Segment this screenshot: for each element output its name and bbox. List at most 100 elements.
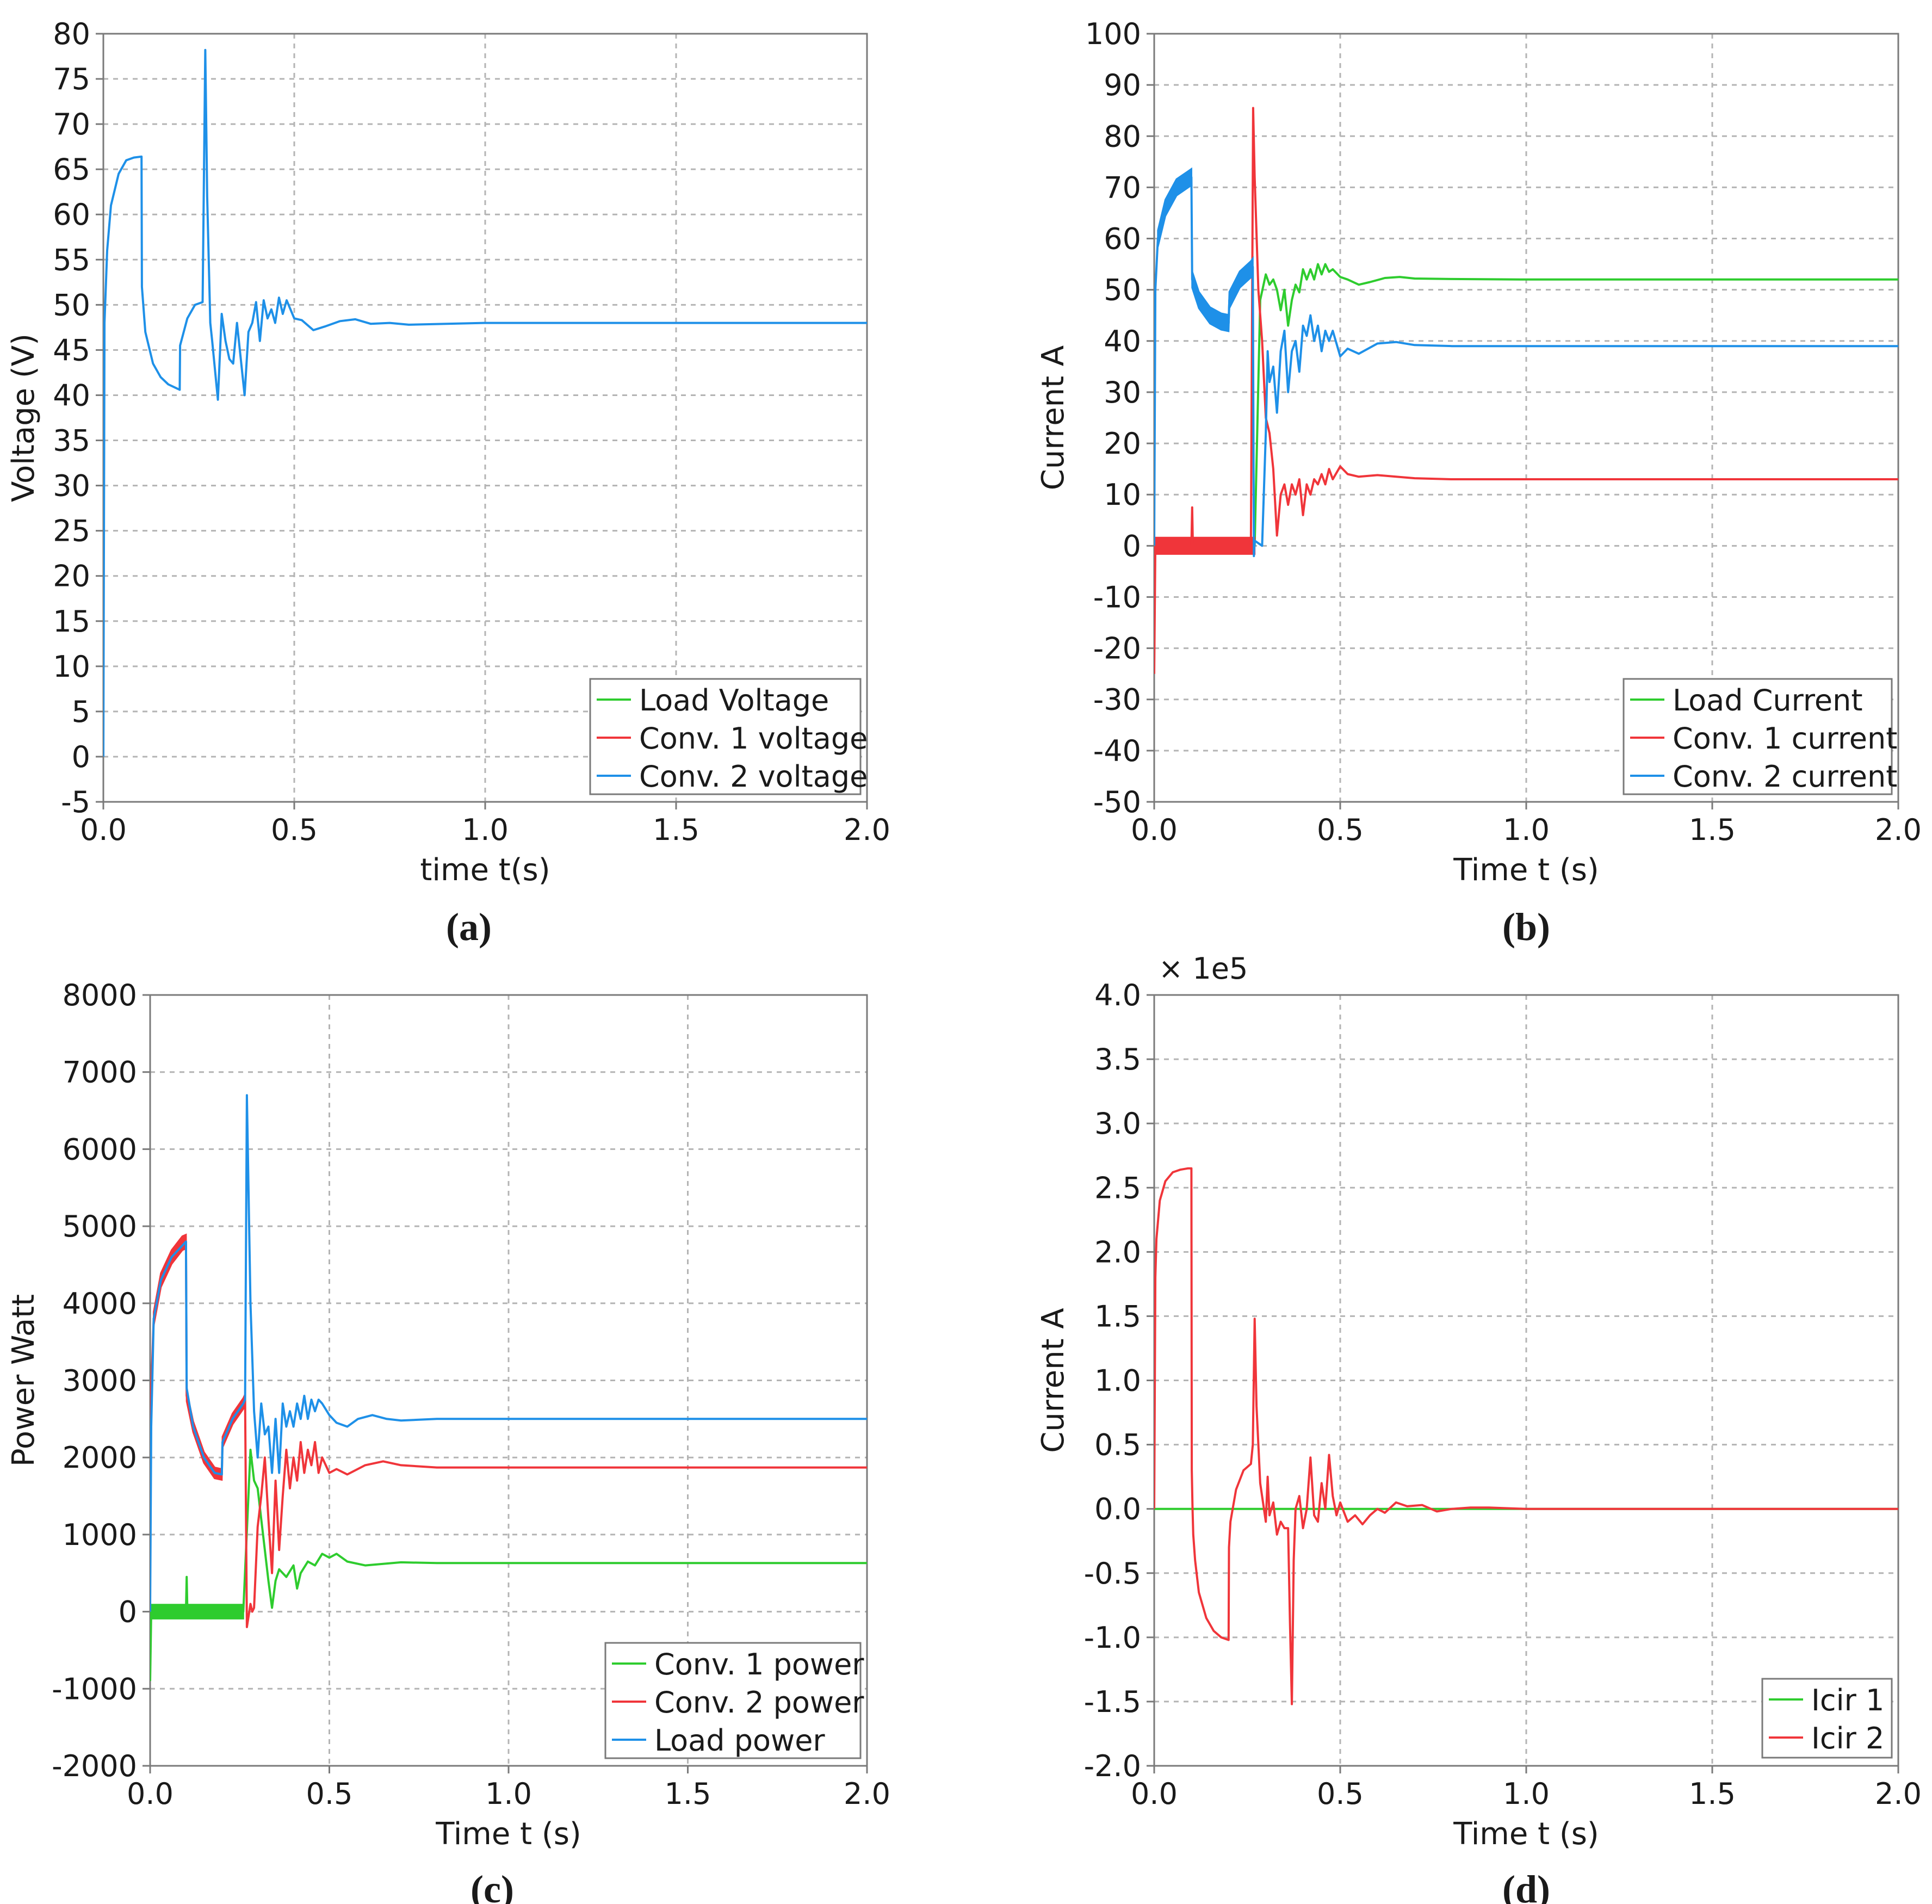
y-axis-label: Current A: [1036, 1308, 1071, 1452]
y-tick-label: -10: [1093, 580, 1141, 614]
y-tick-label: 20: [1104, 426, 1141, 461]
x-tick-label: 1.0: [1503, 1777, 1550, 1811]
y-tick-label: 55: [53, 243, 90, 277]
series-group: [1154, 107, 1898, 674]
y-tick-label: 30: [1104, 375, 1141, 410]
x-tick-label: 1.5: [665, 1777, 711, 1811]
x-tick-label: 1.5: [1689, 813, 1736, 847]
x-tick-label: 2.0: [844, 813, 890, 847]
x-axis-label: Time t (s): [1453, 852, 1599, 888]
axis-ticks: 0.0 0.5 1.0 1.5 2.0 -5 0 5 10 15 20 25 30 35 40 45 50 55 6…: [53, 17, 890, 847]
chart-panel-2: 0.0 0.5 1.0 1.5 2.0 -50 -40 -30 -20 -10 0 10 20 30 40 5…: [1036, 17, 1922, 949]
x-axis-label: Time t (s): [435, 1816, 581, 1852]
y-tick-label: -1.0: [1084, 1621, 1141, 1655]
series-group: [150, 1094, 867, 1682]
y-axis-label: Power Watt: [6, 1294, 41, 1467]
series-conv-2-power-ripple-band: [185, 1236, 246, 1481]
panel-letter: (a): [446, 905, 492, 949]
series-conv-1-current: [1154, 107, 1898, 674]
series-group: [1154, 1167, 1898, 1705]
y-axis-multiplier: × 1e5: [1159, 951, 1248, 986]
y-tick-label: 3.5: [1094, 1042, 1141, 1077]
panel-letter: (d): [1502, 1868, 1550, 1904]
y-tick-label: 0.5: [1094, 1428, 1141, 1462]
chart-panel-3: 0.0 0.5 1.0 1.5 2.0 -2000 -1000 0 1000 2000 3000 40…: [6, 978, 890, 1904]
gridlines: [1154, 34, 1898, 802]
series-conv-1-power: [150, 1449, 867, 1682]
y-tick-label: 0.0: [1094, 1492, 1141, 1526]
y-tick-label: 20: [53, 559, 90, 594]
x-tick-label: 2.0: [844, 1777, 890, 1811]
series-load-current: [1154, 263, 1898, 547]
legend-entry: Conv. 1 current: [1673, 721, 1897, 756]
legend-entry: Conv. 2 voltage: [639, 759, 868, 794]
y-tick-label: 4.0: [1094, 978, 1141, 1012]
y-tick-label: 80: [1104, 119, 1141, 153]
series-conv-2-current-ripple-band: [1190, 169, 1254, 332]
y-tick-label: 1.5: [1094, 1299, 1141, 1333]
y-tick-label: -30: [1093, 683, 1141, 717]
gridlines: [1154, 995, 1898, 1766]
y-tick-label: 40: [53, 378, 90, 412]
y-tick-label: 6000: [63, 1132, 137, 1166]
y-tick-label: -20: [1093, 632, 1141, 666]
legend-box: [1761, 1678, 1893, 1759]
x-tick-label: 2.0: [1875, 1777, 1922, 1811]
panel-letter: (b): [1502, 905, 1550, 949]
x-tick-label: 1.0: [462, 813, 509, 847]
y-tick-label: -1.5: [1084, 1685, 1141, 1719]
series-conv-2-current: [1154, 176, 1898, 558]
y-tick-label: -0.5: [1084, 1556, 1141, 1591]
y-tick-label: 90: [1104, 68, 1141, 102]
x-tick-label: 0.5: [306, 1777, 353, 1811]
panel-letter: (c): [470, 1868, 514, 1904]
x-tick-label: 2.0: [1875, 813, 1922, 847]
x-tick-label: 1.0: [1503, 813, 1550, 847]
x-tick-label: 1.5: [653, 813, 699, 847]
x-tick-label: 1.0: [485, 1777, 532, 1811]
y-tick-label: 45: [53, 333, 90, 367]
axis-ticks: 0.0 0.5 1.0 1.5 2.0 -50 -40 -30 -20 -10 0 10 20 30 40 5…: [1085, 17, 1922, 847]
y-tick-label: 65: [53, 152, 90, 187]
y-tick-label: -2000: [52, 1749, 137, 1783]
y-tick-label: 40: [1104, 324, 1141, 358]
y-tick-label: 1000: [63, 1518, 137, 1552]
y-tick-label: 7000: [63, 1055, 137, 1090]
legend-box: [1623, 678, 1893, 795]
y-tick-label: -50: [1093, 785, 1141, 819]
legend-entry: Conv. 1 power: [654, 1647, 864, 1682]
y-tick-label: 10: [1104, 478, 1141, 512]
y-tick-label: 50: [1104, 273, 1141, 307]
legend-entry: Load Current: [1673, 683, 1863, 718]
axis-ticks: 0.0 0.5 1.0 1.5 2.0 -2.0 -1.5 -1.0 -0.5 0.0 0.5 1.0…: [1084, 978, 1922, 1811]
y-tick-label: 5: [72, 695, 90, 729]
legend: Icir 1 Icir 2: [1761, 1678, 1893, 1759]
x-tick-label: 0.5: [1317, 813, 1364, 847]
legend-box: [604, 1642, 862, 1759]
y-tick-label: 2.0: [1094, 1235, 1141, 1269]
y-tick-label: 2.5: [1094, 1171, 1141, 1205]
y-tick-label: 5000: [63, 1209, 137, 1244]
y-tick-label: 70: [1104, 170, 1141, 205]
legend-entry: Conv. 2 power: [654, 1685, 864, 1720]
y-axis-label: Current A: [1036, 345, 1071, 490]
y-tick-label: 35: [53, 424, 90, 458]
x-tick-label: 0.5: [271, 813, 318, 847]
chart-panel-4: 0.0 0.5 1.0 1.5 2.0 -2.0 -1.5 -1.0 -0.5 0.0 0.5 1.0…: [1036, 951, 1922, 1904]
legend-entry: Icir 1: [1811, 1683, 1884, 1717]
axis-ticks: 0.0 0.5 1.0 1.5 2.0 -2000 -1000 0 1000 2000 3000 40…: [52, 978, 890, 1811]
legend-entry: Conv. 2 current: [1673, 759, 1897, 794]
y-tick-label: 0: [1123, 529, 1141, 563]
legend-box: [589, 678, 862, 795]
x-tick-label: 0.0: [1131, 1777, 1178, 1811]
y-tick-label: 75: [53, 62, 90, 96]
y-tick-label: 60: [53, 197, 90, 232]
y-tick-label: -40: [1093, 734, 1141, 768]
y-axis-label: Voltage (V): [6, 333, 41, 502]
y-tick-label: 3000: [63, 1364, 137, 1398]
y-tick-label: -2.0: [1084, 1749, 1141, 1783]
y-tick-label: 0: [119, 1595, 137, 1629]
legend-entry: Conv. 1 voltage: [639, 721, 868, 756]
